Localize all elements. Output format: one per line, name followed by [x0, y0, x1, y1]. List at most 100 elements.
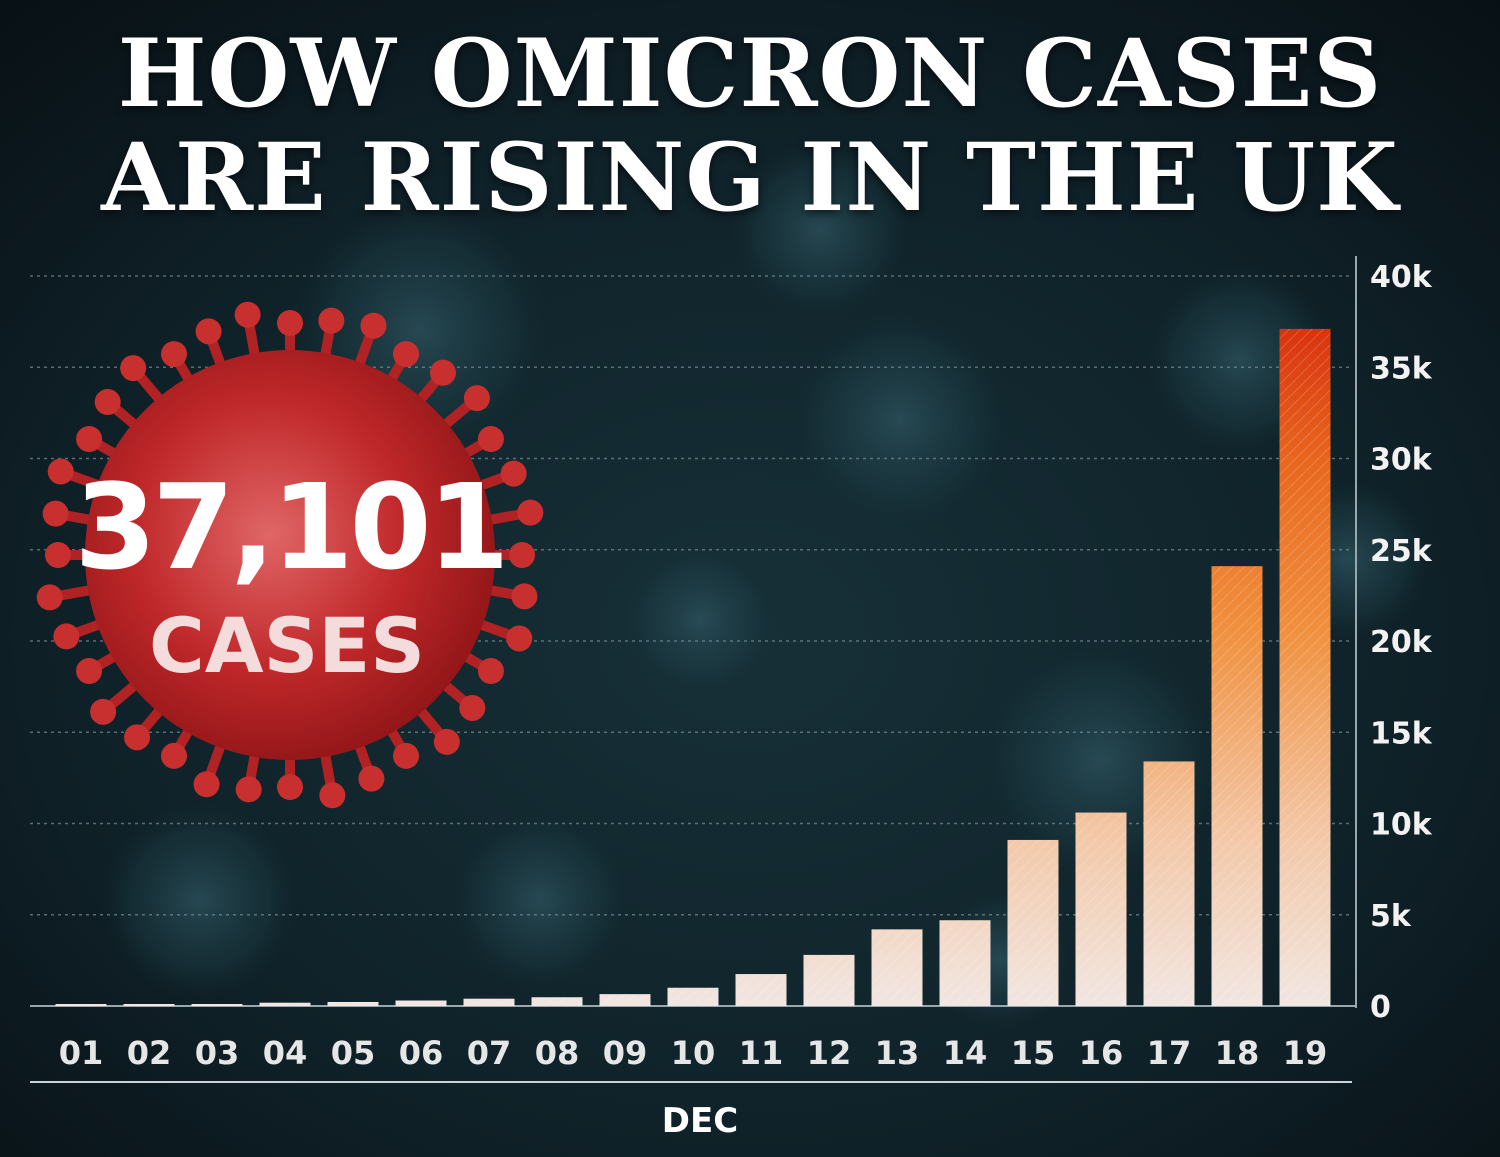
gridlines: [30, 275, 1352, 916]
bar-hatch: [1143, 761, 1195, 1006]
bar-hatch: [55, 1004, 107, 1006]
background-virus-8: [100, 800, 300, 1000]
bar-hatch: [463, 998, 515, 1006]
bar-hatch: [191, 1004, 243, 1006]
virus-spike-tip: [124, 724, 151, 751]
y-tick-label: 30k: [1370, 443, 1433, 478]
virus-spike-tip: [161, 742, 187, 769]
virus-spike-tip: [433, 728, 460, 755]
virus-spike-tip: [193, 771, 220, 798]
x-tick-label: 14: [943, 1034, 988, 1072]
y-tick-label: 15k: [1370, 716, 1433, 751]
headline-line-1: HOW OMICRON CASES: [117, 19, 1383, 129]
headline-line-2: ARE RISING IN THE UK: [101, 123, 1399, 233]
virus-spike-tip: [42, 500, 69, 527]
virus-spike-tip: [47, 458, 74, 485]
bars: [55, 328, 1331, 1006]
virus-spike-tip: [360, 312, 387, 339]
bar-hatch: [735, 974, 787, 1006]
virus-spike-tip: [234, 301, 261, 328]
x-tick-label: 08: [535, 1034, 580, 1072]
virus-spike-tip: [120, 355, 147, 382]
virus-spike-tip: [318, 307, 345, 334]
bar-hatch: [1211, 566, 1263, 1006]
x-axis: 01 02 03 04 05 06 07 08 09 10 11 12 13 14 15 16 17 18 19: [59, 1034, 1328, 1072]
virus-spike-tip: [463, 385, 490, 412]
x-tick-label: 06: [399, 1034, 444, 1072]
virus-spike-tip: [235, 776, 262, 803]
x-tick-label: 19: [1283, 1034, 1328, 1072]
bar-hatch: [531, 997, 583, 1006]
virus-spike-tip: [319, 782, 346, 809]
background-virus-2: [790, 310, 1010, 530]
bar-hatch: [667, 987, 719, 1006]
virus-spike-tip: [429, 359, 456, 386]
y-tick-label: 10k: [1370, 808, 1433, 843]
callout-number: 37,101: [74, 458, 505, 596]
virus-spike-tip: [509, 542, 535, 568]
x-tick-label: 11: [739, 1034, 784, 1072]
x-tick-label: 09: [603, 1034, 648, 1072]
x-tick-label: 03: [195, 1034, 240, 1072]
headline: HOW OMICRON CASES ARE RISING IN THE UK: [0, 22, 1500, 230]
bar-hatch: [395, 1000, 447, 1006]
bar-hatch: [1007, 839, 1059, 1006]
x-tick-label: 10: [671, 1034, 716, 1072]
x-tick-label: 01: [59, 1034, 104, 1072]
x-tick-label: 07: [467, 1034, 512, 1072]
virus-spike-tip: [195, 318, 222, 345]
x-tick-label: 05: [331, 1034, 376, 1072]
virus-spike-tip: [45, 542, 71, 568]
virus-spike-tip: [477, 426, 504, 452]
x-tick-label: 12: [807, 1034, 852, 1072]
background-virus-9: [730, 140, 910, 320]
virus-spike-tip: [511, 583, 538, 610]
virus-spike-tip: [90, 698, 117, 725]
x-tick-label: 16: [1079, 1034, 1124, 1072]
bar-hatch: [327, 1001, 379, 1006]
virus-spike-tip: [76, 658, 103, 684]
virus-spike-tip: [94, 389, 121, 416]
bar-hatch: [871, 929, 923, 1006]
bar-hatch: [1075, 812, 1127, 1006]
x-tick-label: 04: [263, 1034, 308, 1072]
y-tick-label: 5k: [1370, 899, 1412, 934]
virus-spike-tip: [277, 774, 303, 800]
x-tick-label: 18: [1215, 1034, 1260, 1072]
x-axis-title: DEC: [662, 1101, 738, 1141]
virus-spike-tip: [517, 499, 544, 526]
virus-spike-tip: [53, 623, 80, 650]
bar-hatch: [1279, 328, 1331, 1006]
virus-body: [85, 350, 495, 760]
virus-spike-tip: [76, 426, 103, 452]
x-tick-label: 02: [127, 1034, 172, 1072]
virus-spike-tip: [393, 341, 419, 368]
x-tick-label: 13: [875, 1034, 920, 1072]
x-tick-label: 15: [1011, 1034, 1056, 1072]
virus-spike-tip: [358, 765, 385, 792]
virus-spike-tip: [506, 625, 533, 652]
background-virus-6: [450, 810, 630, 990]
y-tick-label: 20k: [1370, 625, 1433, 660]
bar-hatch: [599, 994, 651, 1006]
background-virus-4: [620, 540, 780, 700]
callout-label: CASES: [149, 601, 425, 690]
virus-spike-tip: [500, 460, 527, 487]
bar-hatch: [259, 1002, 311, 1006]
bar-hatch: [939, 920, 991, 1006]
y-tick-label: 25k: [1370, 534, 1433, 569]
virus-spike-tip: [459, 694, 486, 721]
y-tick-label: 35k: [1370, 351, 1433, 386]
bar-hatch: [803, 954, 855, 1006]
virus-spike-tip: [393, 742, 419, 769]
virus-spike-tip: [477, 658, 504, 684]
virus-spike-tip: [277, 310, 303, 336]
case-count-callout: 37,101 CASES: [36, 301, 544, 809]
y-tick-label: 0: [1370, 990, 1391, 1025]
x-tick-label: 17: [1147, 1034, 1192, 1072]
y-tick-label: 40k: [1370, 260, 1433, 295]
virus-spike-tip: [161, 341, 187, 368]
bar-hatch: [123, 1004, 175, 1006]
